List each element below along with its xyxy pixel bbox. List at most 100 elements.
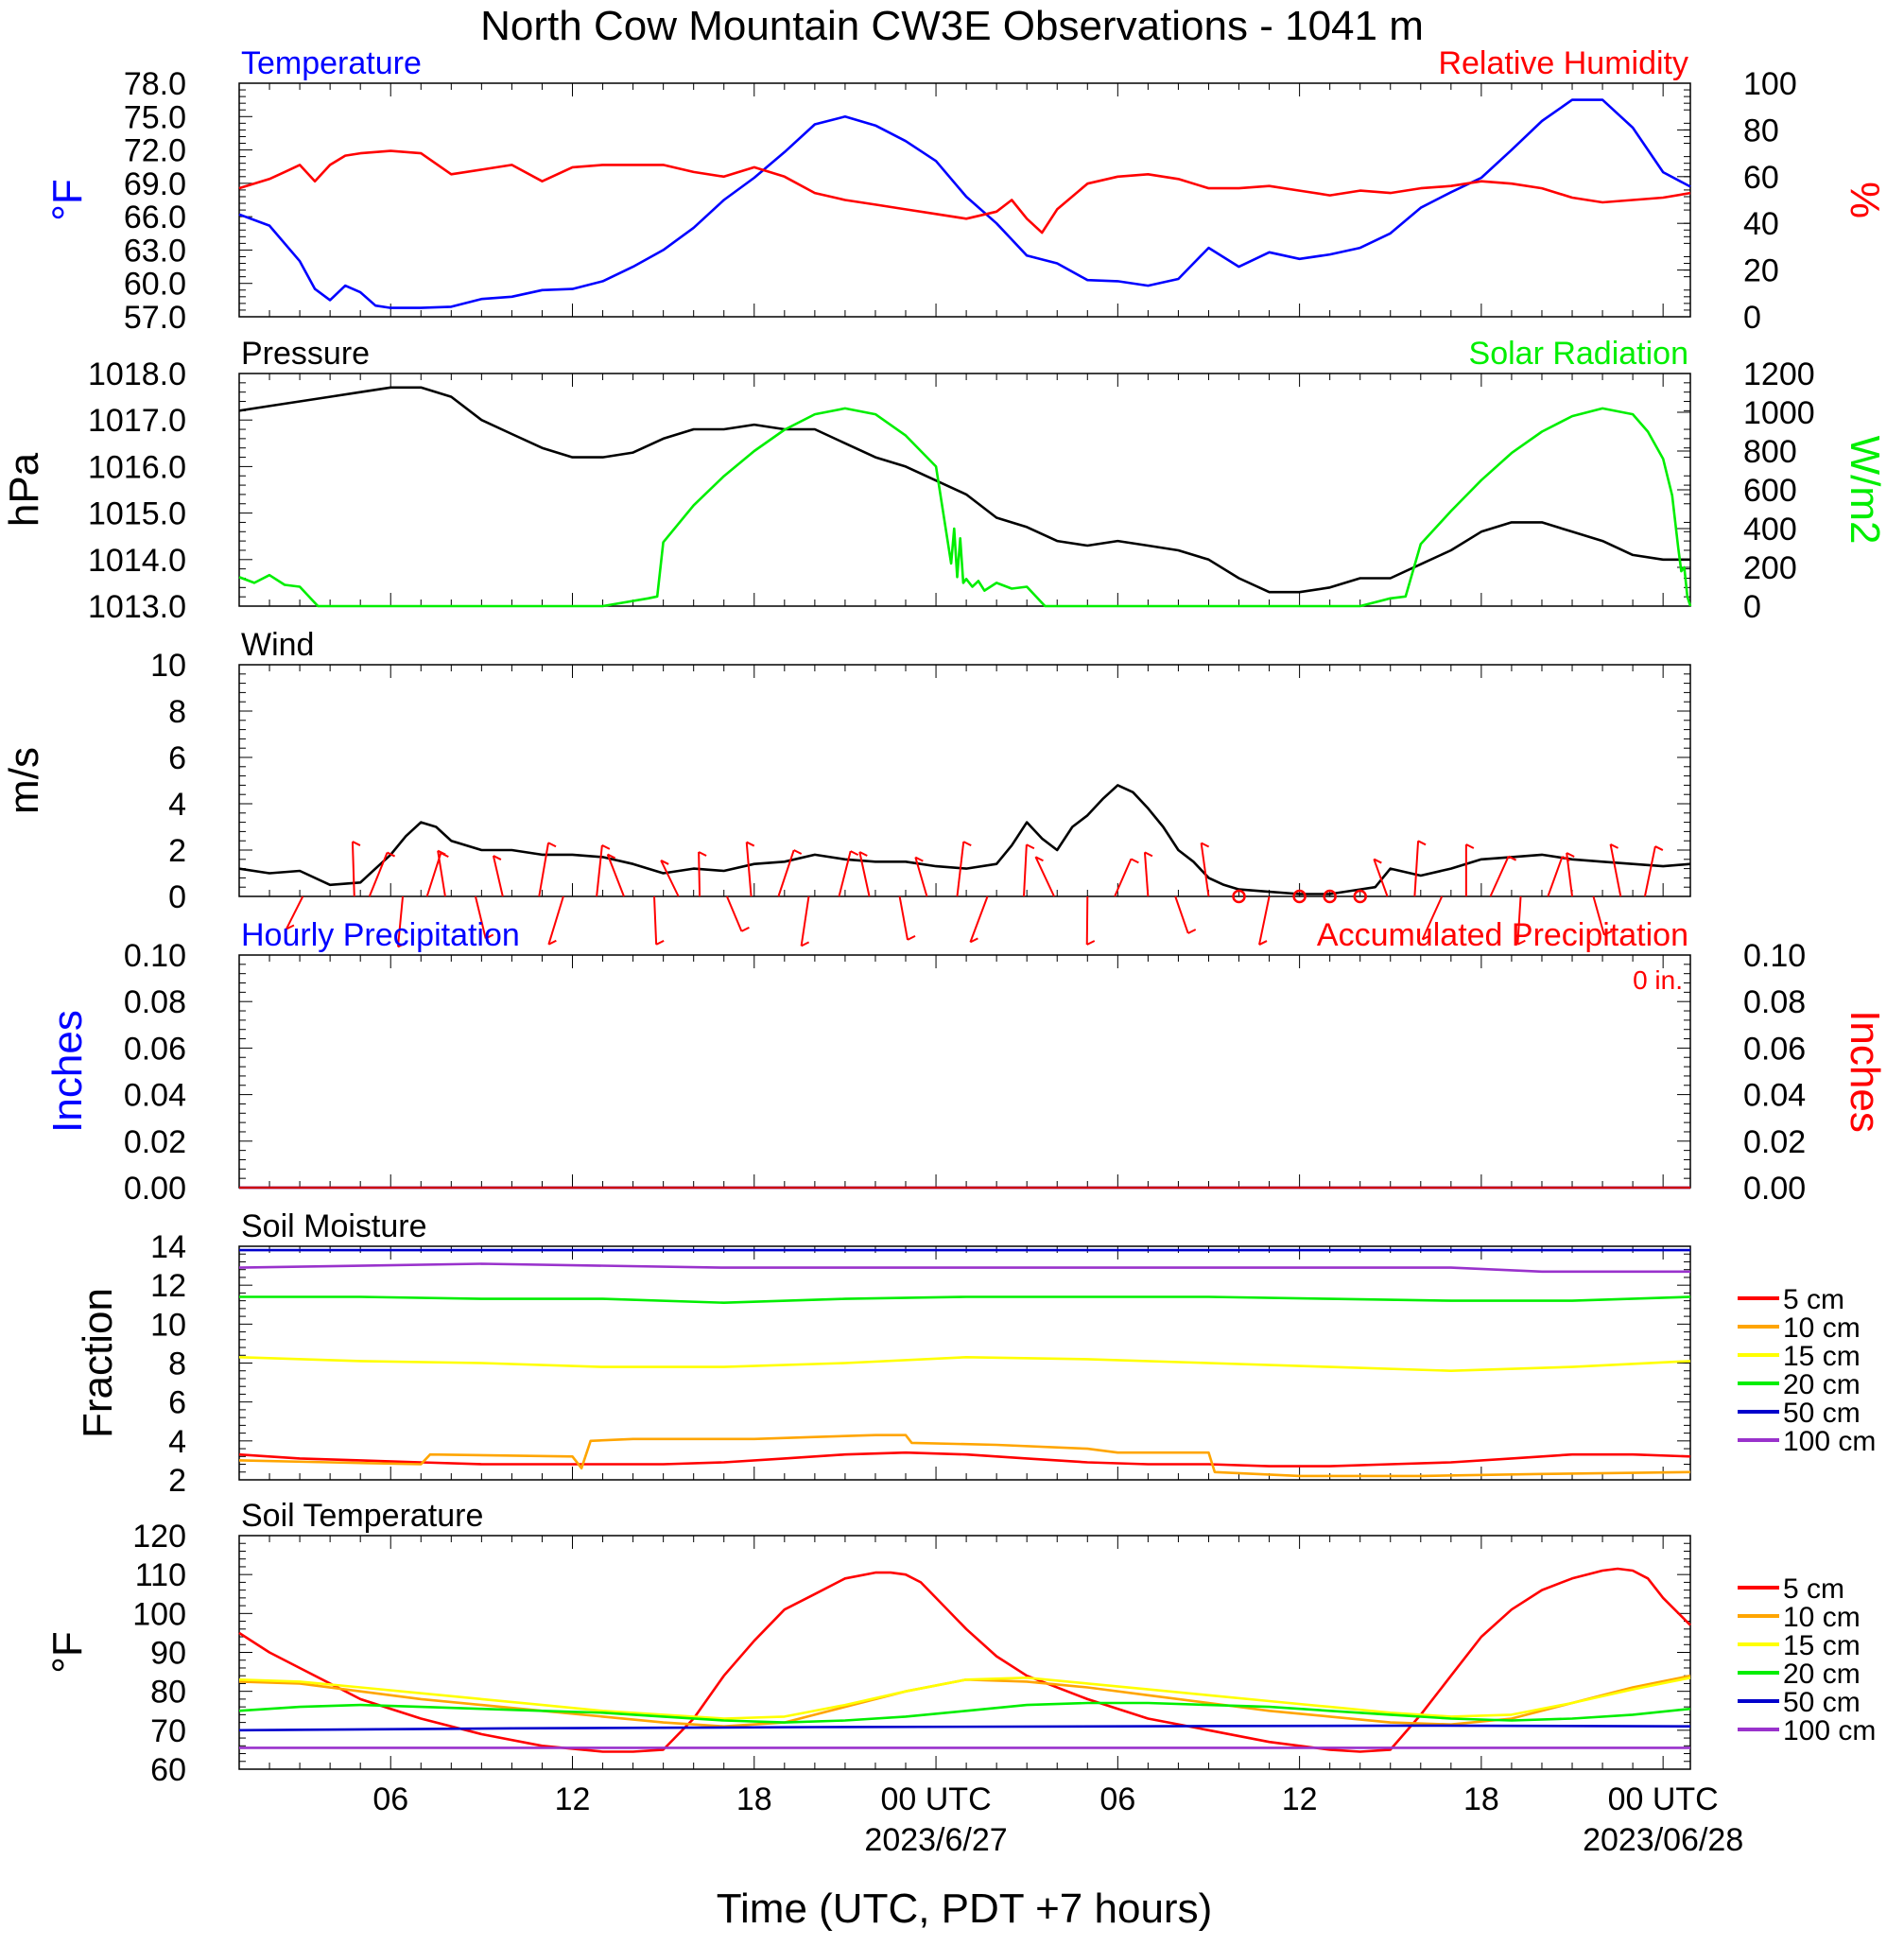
y-tick-label-right: 20	[1743, 253, 1779, 289]
wind-barb	[1643, 845, 1656, 897]
y-tick-label-left: 12	[150, 1268, 186, 1304]
wind-barb-flag	[660, 860, 669, 865]
y-tick-label-right: 0.10	[1743, 938, 1806, 974]
wind-barb-flag	[1508, 855, 1517, 861]
wind-barb	[969, 895, 989, 943]
wind-barb	[745, 842, 753, 897]
y-tick-label-left: 0.04	[124, 1078, 186, 1114]
x-tick-label: 12	[1282, 1781, 1318, 1817]
y-tick-label-left: 0.08	[124, 984, 186, 1020]
wind-barb-flag	[1516, 939, 1526, 946]
y-tick-label-left: 0.10	[124, 938, 186, 974]
wind-barb	[547, 895, 564, 946]
y-tick-label-right: 0.06	[1743, 1031, 1806, 1067]
wind-barb	[1609, 843, 1622, 897]
series-line-10-cm	[238, 1433, 1691, 1478]
wind-barb-flag	[547, 939, 557, 946]
y-tick-label-left: 1014.0	[88, 543, 186, 579]
wind-barb	[351, 842, 355, 897]
x-tick-label: 06	[1099, 1781, 1135, 1817]
wind-barb-calm	[1323, 889, 1337, 904]
series-line-100-cm	[238, 1262, 1690, 1274]
y-tick-label-left: 6	[168, 1385, 186, 1421]
series-line-20-cm	[238, 1701, 1691, 1724]
y-tick-label-right: 40	[1743, 206, 1779, 242]
panel-title-left: Temperature	[241, 45, 422, 81]
wind-barb-calm	[1353, 889, 1367, 904]
wind-barb	[492, 855, 504, 897]
y-tick-label-right: 0.00	[1743, 1171, 1806, 1207]
x-tick-label: 18	[736, 1781, 772, 1817]
plot-frame	[238, 82, 1691, 318]
wind-barb	[1022, 844, 1028, 897]
series-line-20-cm	[239, 1295, 1691, 1304]
y-tick-label-right: 0.08	[1743, 984, 1806, 1020]
y-axis-label-left: Inches	[44, 1010, 91, 1133]
x-tick-label: 12	[555, 1781, 591, 1817]
wind-barb-flag	[601, 843, 611, 850]
wind-barb-flag	[1417, 840, 1427, 846]
series-line-50-cm	[238, 1724, 1691, 1732]
wind-barb-flag	[286, 924, 295, 930]
y-tick-label-left: 1017.0	[88, 403, 186, 439]
y-axis-label-right: %	[1842, 182, 1888, 218]
panel-3	[238, 664, 1691, 948]
wind-barb	[653, 895, 658, 945]
y-tick-label-left: 100	[132, 1596, 186, 1632]
y-tick-label-left: 4	[168, 787, 186, 823]
legend-entry: 20 cm	[1783, 1369, 1861, 1400]
panel-4	[238, 954, 1691, 1190]
legend-entry: 50 cm	[1783, 1687, 1861, 1718]
panel-6	[238, 1535, 1779, 1770]
wind-barb	[1413, 841, 1420, 897]
y-tick-label-left: 80	[150, 1675, 186, 1711]
y-tick-label-left: 78.0	[124, 66, 186, 102]
wind-barb	[1114, 858, 1133, 897]
wind-barb-flag	[740, 926, 750, 932]
legend-entry: 15 cm	[1783, 1630, 1861, 1661]
panel-1	[238, 82, 1691, 318]
y-tick-label-left: 110	[135, 1557, 186, 1593]
wind-barb	[914, 857, 928, 897]
wind-barb-flag	[397, 942, 407, 948]
wind-barb-flag	[1035, 856, 1044, 862]
wind-barb-flag	[437, 849, 446, 856]
wind-barb-calm	[1292, 889, 1307, 904]
series-line-pressure	[238, 386, 1690, 594]
wind-barb-flag	[1201, 842, 1210, 848]
x-tick-label: 00 UTC	[880, 1781, 991, 1817]
y-tick-label-right: 0	[1743, 589, 1761, 625]
wind-barb	[1174, 895, 1189, 934]
wind-barb-flag	[1654, 845, 1664, 851]
wind-barb	[698, 852, 701, 897]
y-tick-label-right: 0.02	[1743, 1124, 1806, 1160]
wind-barb	[726, 895, 743, 932]
legend-entry: 5 cm	[1783, 1573, 1844, 1605]
panel-title-left: Soil Temperature	[241, 1498, 483, 1534]
wind-barb	[1143, 852, 1150, 897]
x-tick-label: 06	[372, 1781, 408, 1817]
wind-barb	[1085, 895, 1089, 946]
wind-barb	[606, 854, 625, 897]
wind-barb-flag	[655, 939, 665, 946]
wind-barb-flag	[698, 851, 707, 857]
wind-barb	[898, 895, 909, 941]
legend-entry: 20 cm	[1783, 1659, 1861, 1690]
wind-barb	[437, 850, 446, 897]
chart-title: North Cow Mountain CW3E Observations - 1…	[480, 3, 1424, 49]
y-tick-label-left: 69.0	[124, 166, 186, 202]
series-line-15-cm	[238, 1677, 1691, 1720]
x-tick-date: 2023/6/27	[864, 1822, 1007, 1858]
y-tick-label-right: 0.04	[1743, 1078, 1806, 1114]
wind-barb	[1373, 859, 1389, 897]
series-line-temperature	[238, 98, 1691, 309]
y-tick-label-right: 1000	[1743, 395, 1815, 431]
wind-barb	[1547, 856, 1564, 897]
x-axis-label: Time (UTC, PDT +7 hours)	[717, 1885, 1212, 1932]
y-tick-label-right: 100	[1743, 66, 1797, 102]
y-tick-label-right: 1200	[1743, 356, 1815, 392]
legend-entry: 10 cm	[1783, 1602, 1861, 1633]
y-tick-label-left: 2	[168, 1463, 186, 1499]
y-tick-label-right: 800	[1743, 434, 1797, 470]
